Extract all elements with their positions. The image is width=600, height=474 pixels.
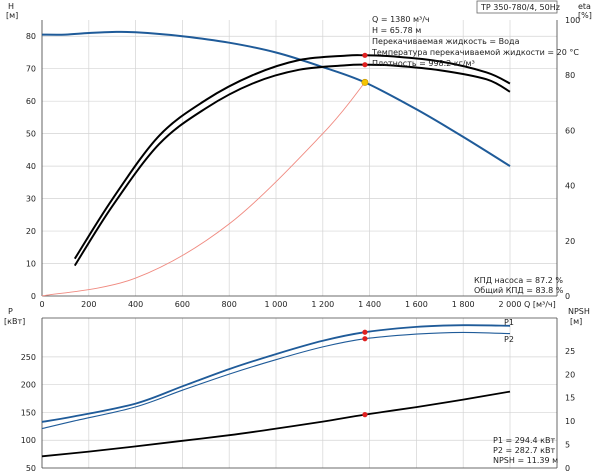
head-tick-label: 40	[26, 162, 36, 171]
info-npsh: NPSH = 11.39 м	[493, 456, 558, 465]
head-tick-label: 70	[26, 65, 36, 74]
model-label: TP 350-780/4, 50Hz	[480, 3, 560, 12]
power-tick-label: 250	[21, 353, 36, 362]
duty-point-pump-eff-marker	[362, 52, 368, 58]
x-axis-label: Q [м³/ч]	[524, 300, 556, 309]
power-tick-label: 50	[26, 464, 36, 473]
npsh-axis-unit: [м]	[570, 317, 582, 326]
npsh-tick-label: 25	[565, 347, 575, 356]
x-tick-label: 200	[81, 300, 96, 309]
duty-point-npsh-marker	[362, 412, 368, 418]
info-density: Плотность = 998.2 кг/м³	[372, 59, 475, 68]
power-axis-unit: [кВт]	[4, 317, 25, 326]
p1-series-label: P1	[504, 318, 514, 327]
x-tick-label: 1 400	[358, 300, 381, 309]
head-tick-label: 50	[26, 130, 36, 139]
x-tick-label: 800	[222, 300, 237, 309]
system-curve	[41, 82, 366, 297]
efficiency-info-block: КПД насоса = 87.2 % Общий КПД = 83.8 %	[474, 276, 564, 295]
eta-tick-label: 80	[565, 71, 575, 80]
lower-series	[41, 324, 511, 458]
info-p1: P1 = 294.4 кВт	[493, 436, 555, 445]
lower-grid	[41, 318, 557, 469]
head-tick-label: 60	[26, 97, 36, 106]
head-tick-label: 80	[26, 32, 36, 41]
x-tick-labels: 0 200 400 600 800 1 000 1 200 1 400 1 600 1 800 2 …	[39, 300, 521, 309]
model-label-box	[476, 0, 558, 14]
lower-left-tick-labels: 50 100 150 200 250	[21, 353, 36, 473]
head-tick-label: 0	[31, 292, 36, 301]
x-tick-label: 1 000	[265, 300, 288, 309]
upper-right-tick-labels: 0 20 40 60 80 100	[565, 16, 580, 301]
duty-info-block: Q = 1380 м³/ч H = 65.78 м Перекачиваемая…	[371, 15, 579, 68]
head-axis-unit: [м]	[6, 11, 18, 20]
npsh-tick-label: 5	[565, 441, 570, 450]
head-axis-label: H	[8, 2, 14, 11]
info-temperature: Температура перекачиваемой жидкости = 20…	[371, 48, 579, 57]
upper-panel: 0 10 20 30 40 50 60 70 80 0 20 40 60 80 100 0 200 400 60…	[26, 16, 580, 309]
eta-tick-label: 60	[565, 126, 575, 135]
x-tick-label: 1 800	[452, 300, 475, 309]
x-tick-label: 0	[39, 300, 44, 309]
npsh-curve	[41, 390, 511, 458]
eta-axis-label: eta	[578, 2, 591, 11]
x-tick-label: 1 600	[405, 300, 428, 309]
info-pump-efficiency: КПД насоса = 87.2 %	[474, 276, 563, 285]
eta-axis-unit: [%]	[578, 11, 592, 20]
duty-point-p1-marker	[362, 329, 368, 335]
eta-tick-label: 100	[565, 16, 580, 25]
total-efficiency-curve	[73, 63, 511, 267]
x-tick-label: 600	[175, 300, 190, 309]
x-tick-label: 400	[128, 300, 143, 309]
eta-tick-label: 20	[565, 237, 575, 246]
pump-efficiency-curve	[73, 54, 511, 260]
power-tick-label: 100	[21, 436, 36, 445]
info-liquid: Перекачиваемая жидкость = Вода	[372, 37, 520, 46]
x-tick-label: 1 200	[311, 300, 334, 309]
info-flow: Q = 1380 м³/ч	[372, 15, 430, 24]
power-tick-label: 150	[21, 408, 36, 417]
npsh-tick-label: 0	[565, 464, 570, 473]
npsh-tick-label: 10	[565, 417, 575, 426]
head-tick-label: 30	[26, 195, 36, 204]
duty-point-p2-marker	[362, 336, 368, 342]
power-tick-label: 200	[21, 381, 36, 390]
duty-point-total-eff-marker	[362, 62, 368, 68]
head-curve	[41, 30, 511, 167]
lower-panel: 50 100 150 200 250 0 5 10 15 20 25	[21, 317, 575, 473]
upper-series	[41, 30, 511, 297]
eta-tick-label: 40	[565, 182, 575, 191]
p2-series-label: P2	[504, 335, 514, 344]
p2-curve	[41, 331, 511, 430]
info-head: H = 65.78 м	[372, 26, 421, 35]
npsh-tick-label: 15	[565, 394, 575, 403]
info-total-efficiency: Общий КПД = 83.8 %	[474, 286, 564, 295]
lower-right-tick-labels: 0 5 10 15 20 25	[565, 347, 575, 473]
x-tick-label: 2 000	[499, 300, 522, 309]
npsh-tick-label: 20	[565, 370, 575, 379]
info-p2: P2 = 282.7 кВт	[493, 446, 555, 455]
p1-curve	[41, 324, 511, 423]
power-axis-label: P	[8, 307, 13, 316]
head-tick-label: 10	[26, 260, 36, 269]
power-info-block: P1 = 294.4 кВт P2 = 282.7 кВт NPSH = 11.…	[493, 436, 558, 465]
eta-tick-label: 0	[565, 292, 570, 301]
npsh-axis-label: NPSH	[568, 307, 590, 316]
duty-point-head-marker	[361, 78, 369, 86]
head-tick-label: 20	[26, 227, 36, 236]
upper-left-tick-labels: 0 10 20 30 40 50 60 70 80	[26, 32, 36, 301]
